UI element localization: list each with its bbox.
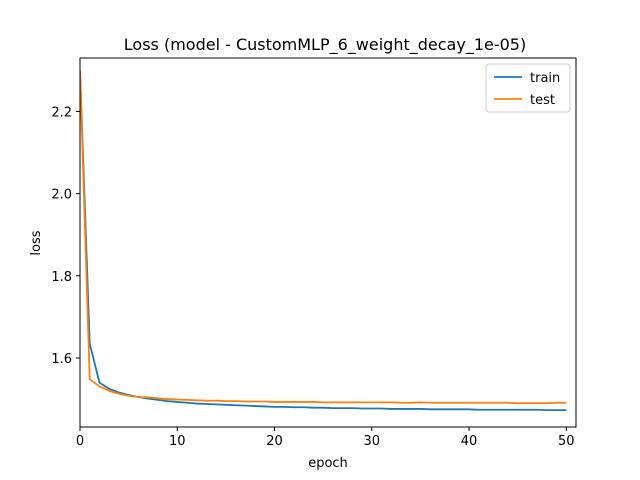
- y-tick-label: 1.6: [51, 352, 72, 367]
- y-tick-label: 2.0: [51, 188, 72, 203]
- x-tick-label: 40: [461, 434, 478, 449]
- x-axis-label: epoch: [308, 456, 348, 471]
- legend: train test: [485, 63, 571, 113]
- x-tick-label: 20: [266, 434, 283, 449]
- y-tick-label: 2.2: [51, 105, 72, 120]
- x-tick-label: 30: [363, 434, 380, 449]
- series-line-test: [80, 70, 567, 405]
- legend-box: [485, 63, 571, 113]
- series-layer: [80, 70, 567, 412]
- chart-title: Loss (model - CustomMLP_6_weight_decay_1…: [124, 35, 526, 55]
- y-axis-label: loss: [29, 230, 44, 255]
- series-line-train: [80, 70, 567, 412]
- legend-label-test: test: [530, 93, 555, 108]
- y-axis: 1.6 1.8 2.0 2.2: [51, 105, 80, 367]
- x-tick-label: 10: [169, 434, 186, 449]
- x-tick-label: 0: [76, 434, 84, 449]
- x-axis: 0 10 20 30 40 50: [76, 427, 575, 449]
- x-tick-label: 50: [558, 434, 575, 449]
- legend-label-train: train: [530, 71, 560, 86]
- plot-frame: [79, 57, 577, 428]
- y-tick-label: 1.8: [51, 270, 72, 285]
